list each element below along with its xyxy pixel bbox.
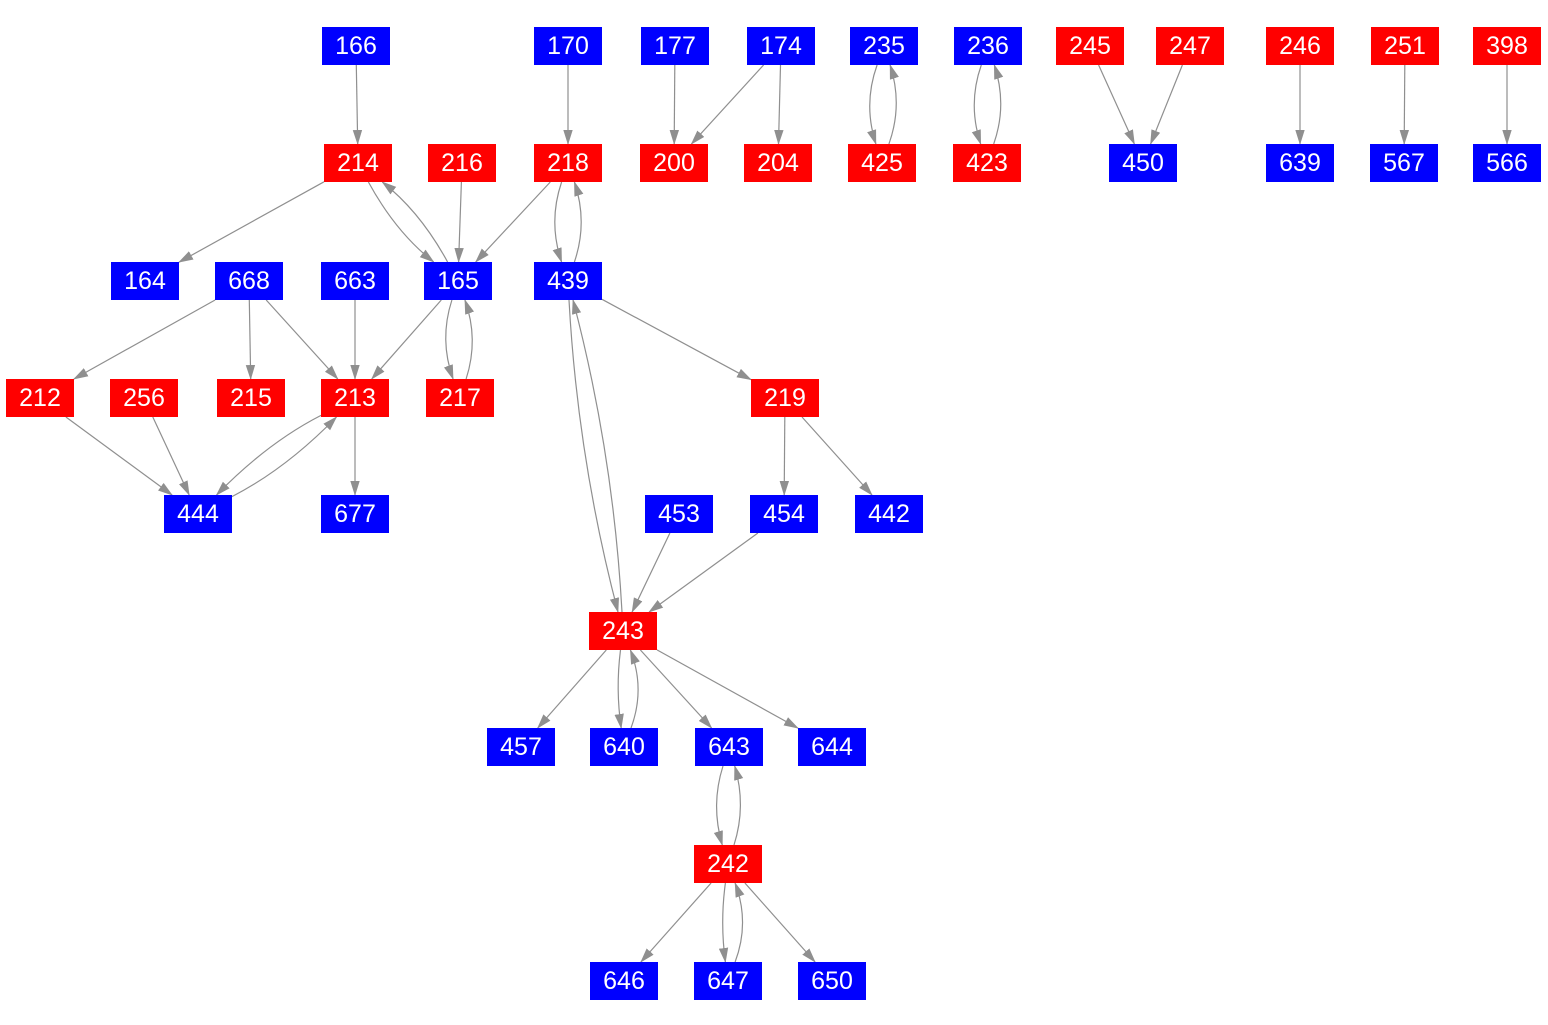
graph-node-457: 457 [487, 728, 555, 766]
graph-node-251: 251 [1371, 27, 1439, 65]
edge-177-200 [669, 64, 680, 145]
graph-node-647: 647 [694, 962, 762, 1000]
edge-251-567 [1399, 64, 1410, 145]
edge-236-423 [971, 64, 982, 145]
edge-242-646 [640, 882, 712, 963]
graph-node-213: 213 [321, 379, 389, 417]
edge-243-439 [572, 299, 623, 613]
edge-165-214 [381, 181, 449, 263]
graph-node-236: 236 [954, 27, 1022, 65]
edge-214-165 [367, 181, 435, 263]
edge-174-200 [690, 64, 765, 145]
graph-node-217: 217 [426, 379, 494, 417]
edge-647-242 [734, 882, 745, 963]
graph-node-243: 243 [589, 612, 657, 650]
graph-node-215: 215 [217, 379, 285, 417]
edge-643-242 [713, 765, 724, 846]
graph-node-639: 639 [1266, 144, 1334, 182]
edge-219-454 [779, 416, 790, 496]
graph-node-212: 212 [6, 379, 74, 417]
edge-165-217 [443, 299, 454, 380]
graph-node-164: 164 [111, 262, 179, 300]
edge-439-218 [573, 181, 584, 263]
graph-node-442: 442 [855, 495, 923, 533]
graph-node-216: 216 [428, 144, 496, 182]
edge-166-214 [352, 64, 363, 145]
edge-242-643 [733, 765, 744, 846]
edge-216-165 [454, 181, 464, 263]
graph-node-218: 218 [534, 144, 602, 182]
edge-247-450 [1150, 64, 1183, 145]
graph-node-166: 166 [322, 27, 390, 65]
edge-243-457 [537, 649, 607, 729]
graph-node-256: 256 [110, 379, 178, 417]
edge-235-425 [867, 64, 878, 145]
graph-node-663: 663 [321, 262, 389, 300]
graph-node-425: 425 [848, 144, 916, 182]
graph-node-677: 677 [321, 495, 389, 533]
edge-218-165 [475, 181, 551, 263]
edge-439-219 [601, 298, 752, 381]
edge-243-640 [614, 649, 624, 729]
graph-node-177: 177 [641, 27, 709, 65]
graph-node-444: 444 [164, 495, 232, 533]
graph-node-566: 566 [1473, 144, 1541, 182]
graph-node-454: 454 [750, 495, 818, 533]
edge-256-444 [152, 416, 190, 496]
edge-242-650 [744, 882, 816, 963]
edge-444-213 [231, 416, 338, 498]
graph-node-200: 200 [640, 144, 708, 182]
graph-node-165: 165 [424, 262, 492, 300]
edge-218-439 [552, 181, 563, 263]
edge-640-243 [629, 649, 640, 729]
graph-node-242: 242 [694, 845, 762, 883]
graph-node-668: 668 [215, 262, 283, 300]
edge-213-444 [215, 414, 322, 496]
edge-243-643 [639, 649, 713, 729]
edge-245-450 [1098, 64, 1135, 145]
graph-node-170: 170 [534, 27, 602, 65]
graph-node-439: 439 [534, 262, 602, 300]
graph-node-567: 567 [1370, 144, 1438, 182]
edge-668-215 [245, 299, 256, 380]
edge-214-164 [178, 181, 325, 263]
edge-group [65, 64, 1512, 963]
graph-node-423: 423 [953, 144, 1021, 182]
graph-node-644: 644 [798, 728, 866, 766]
graph-node-650: 650 [798, 962, 866, 1000]
graph-node-204: 204 [744, 144, 812, 182]
edge-217-165 [464, 299, 475, 380]
graph-node-640: 640 [590, 728, 658, 766]
graph-node-450: 450 [1109, 144, 1177, 182]
edge-219-442 [801, 416, 873, 496]
graph-node-643: 643 [695, 728, 763, 766]
edge-439-243 [568, 299, 619, 613]
graph-node-247: 247 [1156, 27, 1224, 65]
edge-165-213 [371, 299, 442, 380]
edge-453-243 [631, 532, 671, 613]
edge-174-204 [774, 64, 784, 145]
graph-node-245: 245 [1056, 27, 1124, 65]
edge-425-235 [888, 64, 899, 145]
edge-668-213 [265, 299, 339, 380]
graph-node-219: 219 [751, 379, 819, 417]
edge-242-647 [718, 882, 729, 963]
edge-423-236 [993, 64, 1004, 145]
graph-node-246: 246 [1266, 27, 1334, 65]
graph-node-214: 214 [324, 144, 392, 182]
graph-node-453: 453 [645, 495, 713, 533]
edge-454-243 [648, 532, 759, 613]
graph-node-235: 235 [850, 27, 918, 65]
graph-node-646: 646 [590, 962, 658, 1000]
graph-node-174: 174 [747, 27, 815, 65]
edge-668-212 [73, 299, 216, 380]
edge-212-444 [65, 416, 173, 496]
graph-node-398: 398 [1473, 27, 1541, 65]
edge-243-644 [656, 649, 799, 729]
